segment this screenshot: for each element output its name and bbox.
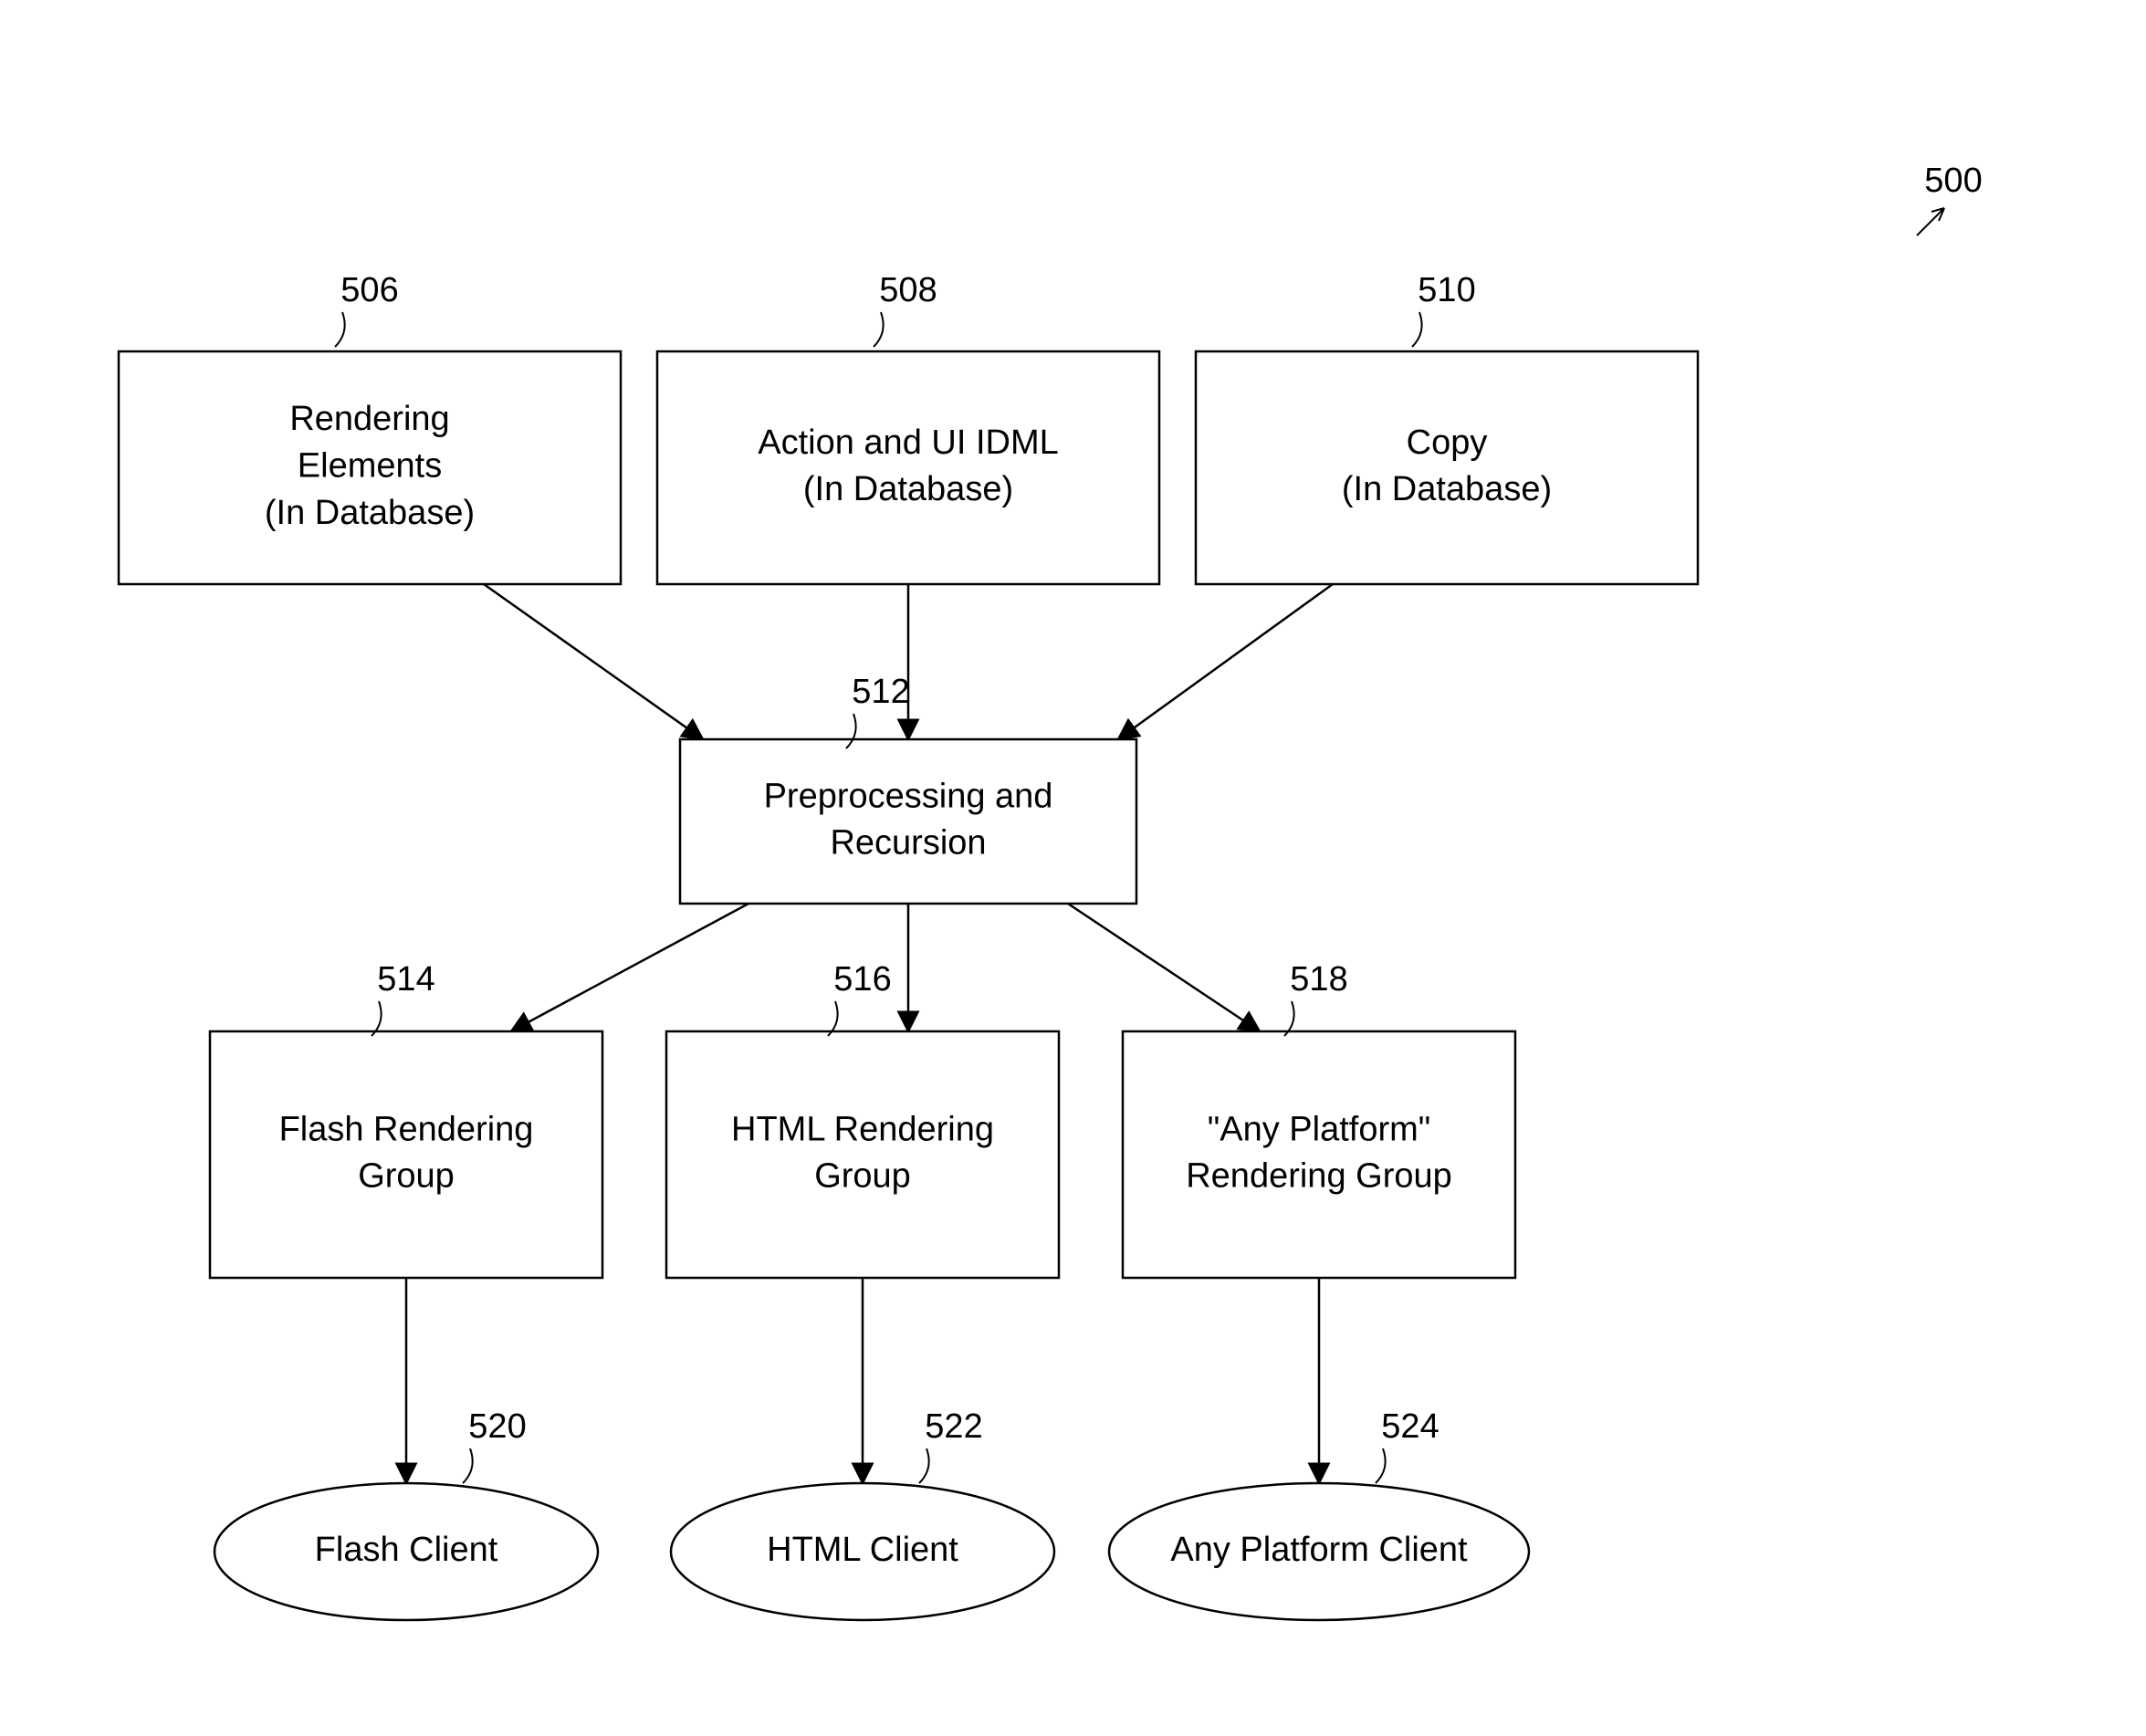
node-label: Action and UI IDML xyxy=(758,424,1058,462)
ref-hook xyxy=(1376,1448,1386,1483)
node-label: Group xyxy=(358,1157,455,1196)
node-label: Any Platform Client xyxy=(1170,1531,1468,1569)
node-n524: Any Platform Client xyxy=(1109,1483,1529,1620)
ref-number: 512 xyxy=(852,673,909,711)
ref-number: 524 xyxy=(1381,1407,1439,1446)
node-label: Recursion xyxy=(830,824,986,863)
ref-hook xyxy=(919,1448,929,1483)
node-n512: Preprocessing and Recursion xyxy=(680,739,1136,904)
node-label: Flash Client xyxy=(315,1531,498,1569)
ref-number: 510 xyxy=(1418,271,1475,309)
ref-hook xyxy=(1412,312,1422,347)
node-n510: Copy (In Database) xyxy=(1196,351,1698,584)
node-label: Flash Rendering xyxy=(279,1110,534,1148)
ref-hook xyxy=(335,312,345,347)
node-label: "Any Platform" xyxy=(1208,1110,1431,1148)
edge-n512-n514 xyxy=(511,904,748,1031)
node-label: Elements xyxy=(298,447,442,486)
node-n514: Flash Rendering Group xyxy=(210,1031,602,1278)
flowchart-diagram: RenderingElements(In Database)Action and… xyxy=(0,0,2146,1736)
node-label: Rendering xyxy=(289,400,449,438)
ref-number: 516 xyxy=(833,960,891,999)
node-label: HTML Rendering xyxy=(731,1110,994,1148)
figure-ref: 500 xyxy=(1924,162,1982,200)
node-n508: Action and UI IDML (In Database) xyxy=(657,351,1159,584)
ref-number: 508 xyxy=(879,271,937,309)
ref-hook xyxy=(463,1448,473,1483)
edge-n512-n518 xyxy=(1068,904,1260,1031)
node-label: (In Database) xyxy=(265,494,475,532)
node-label: HTML Client xyxy=(767,1531,958,1569)
node-n522: HTML Client xyxy=(671,1483,1054,1620)
ref-number: 522 xyxy=(925,1407,982,1446)
ref-number: 518 xyxy=(1290,960,1347,999)
ref-number: 520 xyxy=(468,1407,526,1446)
node-n506: Rendering Elements (In Database) xyxy=(119,351,621,584)
node-label: Preprocessing and xyxy=(764,777,1053,815)
node-label: (In Database) xyxy=(803,470,1013,508)
node-label: (In Database) xyxy=(1342,470,1552,508)
edge-n510-n512 xyxy=(1118,584,1333,739)
node-n520: Flash Client xyxy=(215,1483,598,1620)
node-label: Group xyxy=(814,1157,911,1196)
node-n518: "Any Platform" Rendering Group xyxy=(1123,1031,1515,1278)
edge-n506-n512 xyxy=(484,584,703,739)
node-n516: HTML Rendering Group xyxy=(666,1031,1059,1278)
node-label: Rendering Group xyxy=(1186,1157,1452,1196)
figure-ref-arrow xyxy=(1917,208,1944,235)
ref-number: 506 xyxy=(340,271,398,309)
ref-hook xyxy=(874,312,884,347)
ref-number: 514 xyxy=(377,960,434,999)
node-label: Copy xyxy=(1407,424,1488,462)
